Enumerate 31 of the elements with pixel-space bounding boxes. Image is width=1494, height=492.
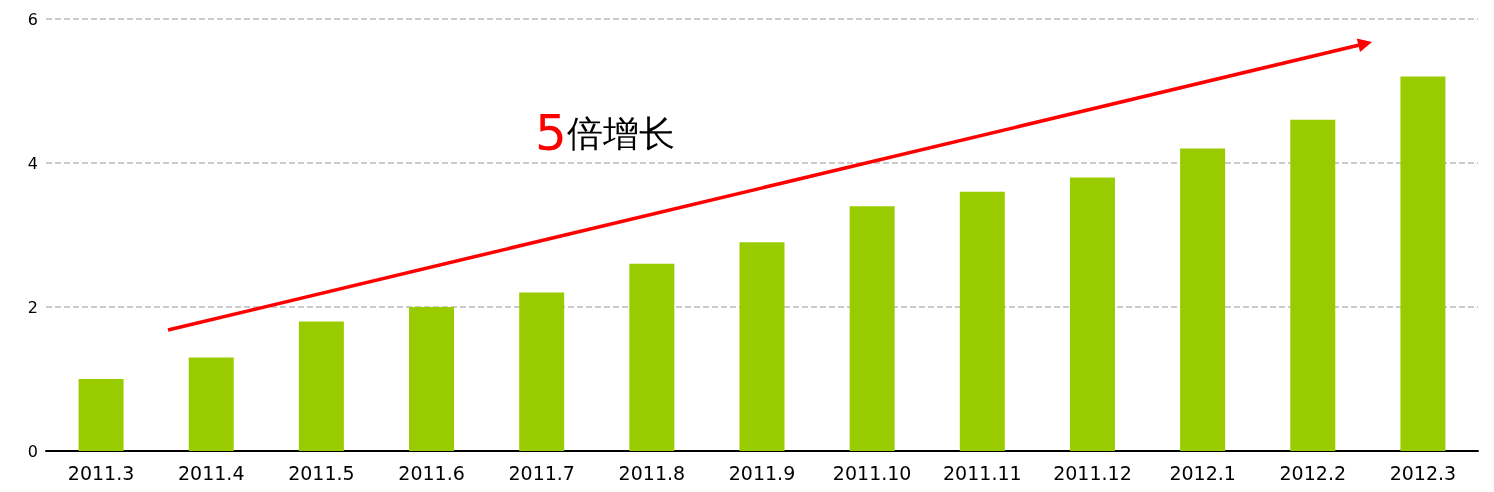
x-tick-label: 2011.12 bbox=[1053, 461, 1132, 484]
bar bbox=[188, 357, 234, 451]
x-tick-label: 2011.6 bbox=[398, 461, 465, 484]
bar bbox=[1180, 148, 1226, 451]
bar bbox=[298, 321, 344, 451]
x-tick-label: 2011.5 bbox=[288, 461, 355, 484]
x-tick-label: 2012.1 bbox=[1169, 461, 1236, 484]
x-tick-label: 2011.8 bbox=[618, 461, 686, 484]
x-tick-label: 2011.10 bbox=[832, 461, 912, 484]
bar bbox=[1069, 177, 1115, 451]
annotation: 5倍增长 bbox=[535, 104, 675, 162]
bar bbox=[1290, 119, 1336, 451]
y-tick-label: 2 bbox=[27, 297, 38, 317]
bar bbox=[519, 292, 565, 451]
y-tick-label: 0 bbox=[27, 441, 38, 461]
x-tick-label: 2011.4 bbox=[177, 461, 245, 484]
bar bbox=[1400, 76, 1446, 451]
bar bbox=[78, 379, 124, 451]
x-tick-label: 2011.3 bbox=[67, 461, 135, 484]
bar bbox=[409, 307, 455, 451]
y-tick-label: 6 bbox=[27, 9, 38, 29]
bar bbox=[739, 242, 785, 451]
x-tick-label: 2011.11 bbox=[943, 461, 1022, 484]
bar bbox=[959, 191, 1005, 451]
x-tick-label: 2011.9 bbox=[728, 461, 796, 484]
bar bbox=[629, 263, 675, 451]
x-tick-label: 2011.7 bbox=[508, 461, 575, 484]
bar bbox=[849, 206, 895, 451]
x-tick-label: 2012.2 bbox=[1279, 461, 1347, 484]
x-tick-label: 2012.3 bbox=[1389, 461, 1457, 484]
y-tick-label: 4 bbox=[27, 153, 38, 173]
